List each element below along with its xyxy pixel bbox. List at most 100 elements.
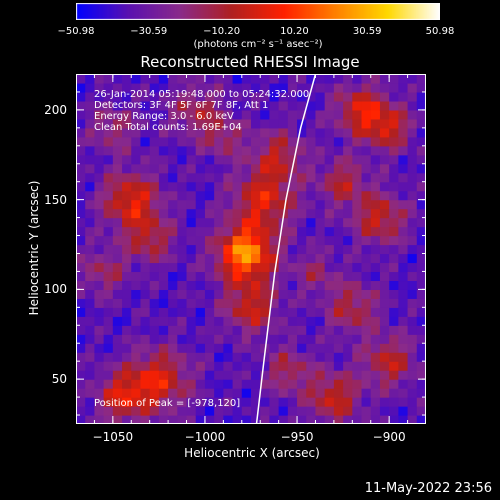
heatmap-cell [94, 109, 105, 120]
heatmap-cell [232, 352, 243, 362]
heatmap-cell [232, 298, 243, 308]
heatmap-cell [343, 334, 353, 344]
heatmap-cell [168, 100, 178, 111]
heatmap-cell [379, 217, 390, 228]
heatmap-cell [324, 415, 335, 424]
heatmap-cell [103, 235, 114, 246]
heatmap-cell [407, 163, 418, 174]
heatmap-cell [260, 244, 271, 255]
heatmap-cell [140, 235, 151, 246]
heatmap-cell [315, 361, 326, 371]
heatmap-cell [287, 118, 298, 129]
heatmap-cell [287, 271, 298, 282]
heatmap-cell [352, 388, 363, 398]
heatmap-cell [379, 226, 390, 237]
heatmap-cell [379, 415, 390, 424]
heatmap-cell [389, 217, 399, 228]
heatmap-cell [352, 217, 363, 228]
heatmap-cell [343, 415, 353, 424]
heatmap-cell [103, 280, 114, 290]
heatmap-cell [278, 226, 289, 237]
heatmap-cell [389, 199, 399, 210]
heatmap-cell [398, 298, 409, 308]
heatmap-cell [416, 298, 426, 308]
heatmap-cell [103, 181, 114, 192]
heatmap-cell [306, 307, 317, 317]
heatmap-cell [343, 199, 353, 210]
heatmap-cell [379, 280, 390, 290]
heatmap-cell [361, 91, 372, 102]
heatmap-cell [223, 388, 234, 398]
heatmap-cell [407, 190, 418, 201]
heatmap-cell [103, 217, 114, 228]
heatmap-cell [103, 163, 114, 174]
heatmap-cell [297, 217, 307, 228]
heatmap-cell [370, 208, 381, 219]
heatmap-cell [370, 145, 381, 156]
heatmap-cell [122, 208, 132, 219]
heatmap-cell [186, 127, 197, 138]
heatmap-cell [398, 91, 409, 102]
heatmap-cell [333, 118, 344, 129]
heatmap-cell [324, 235, 335, 246]
heatmap-cell [158, 145, 169, 156]
heatmap-cell [361, 370, 372, 380]
heatmap-cell [306, 172, 317, 183]
heatmap-cell [389, 361, 399, 371]
heatmap-cell [149, 397, 160, 407]
heatmap-cell [269, 280, 280, 290]
heatmap-cell [131, 181, 142, 192]
heatmap-cell [370, 379, 381, 389]
heatmap-cell [416, 172, 426, 183]
heatmap-cell [131, 343, 142, 353]
heatmap-cell [85, 307, 96, 317]
heatmap-cell [85, 136, 96, 147]
heatmap-cell [361, 298, 372, 308]
heatmap-cell [352, 316, 363, 326]
heatmap-cell [278, 199, 289, 210]
heatmap-cell [260, 181, 271, 192]
heatmap-cell [315, 235, 326, 246]
heatmap-cell [343, 226, 353, 237]
heatmap-cell [343, 280, 353, 290]
heatmap-cell [112, 298, 123, 308]
heatmap-cell [112, 307, 123, 317]
heatmap-cell [76, 172, 86, 183]
heatmap-cell [223, 91, 234, 102]
heatmap-cell [195, 397, 206, 407]
heatmap-cell [379, 307, 390, 317]
heatmap-cell [416, 280, 426, 290]
heatmap-cell [131, 154, 142, 165]
heatmap-cell [158, 325, 169, 335]
heatmap-cell [352, 74, 363, 84]
heatmap-cell [297, 307, 307, 317]
heatmap-cell [287, 253, 298, 264]
heatmap-cell [140, 100, 151, 111]
heatmap-cell [112, 163, 123, 174]
heatmap-cell [195, 244, 206, 255]
heatmap-cell [131, 406, 142, 416]
heatmap-cell [416, 271, 426, 282]
heatmap-cell [94, 316, 105, 326]
heatmap-cell [416, 343, 426, 353]
heatmap-cell [122, 298, 132, 308]
heatmap-cell [232, 271, 243, 282]
heatmap-cell [195, 298, 206, 308]
heatmap-cell [287, 82, 298, 93]
heatmap-cell [260, 298, 271, 308]
heatmap-cell [416, 415, 426, 424]
heatmap-cell [260, 307, 271, 317]
heatmap-cell [85, 316, 96, 326]
heatmap-cell [85, 370, 96, 380]
heatmap-cell [204, 190, 215, 201]
heatmap-cell [158, 262, 169, 273]
heatmap-cell [287, 307, 298, 317]
heatmap-cell [140, 262, 151, 273]
heatmap-cell [407, 370, 418, 380]
heatmap-cell [158, 271, 169, 282]
heatmap-cell [379, 298, 390, 308]
heatmap-cell [269, 379, 280, 389]
heatmap-cell [389, 163, 399, 174]
heatmap-cell [168, 136, 178, 147]
heatmap-cell [278, 343, 289, 353]
